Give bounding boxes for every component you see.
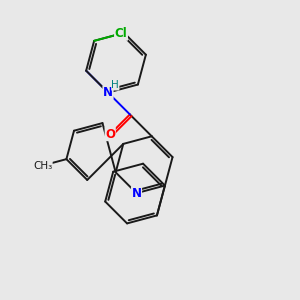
Text: N: N <box>103 86 113 99</box>
Text: H: H <box>111 80 119 90</box>
Text: Cl: Cl <box>115 27 128 40</box>
Text: CH₃: CH₃ <box>33 160 52 170</box>
Text: N: N <box>131 187 142 200</box>
Text: O: O <box>105 128 115 141</box>
